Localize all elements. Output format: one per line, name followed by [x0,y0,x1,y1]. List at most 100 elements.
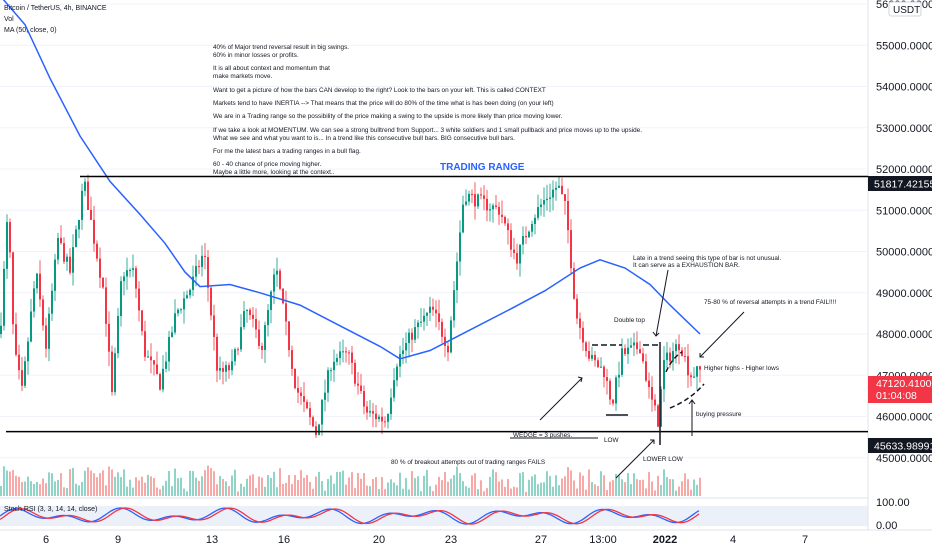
low-label: LOW [604,437,620,444]
volume-bar [237,491,239,496]
volume-bar [366,485,368,496]
candle-body [609,380,611,400]
volume-bar [450,478,452,496]
volume-bar [45,483,47,496]
volume-bar [531,476,533,496]
volume-bar [21,482,23,496]
volume-bar [81,482,83,496]
candle-body [378,416,380,420]
volume-bar [303,477,305,496]
candle-body [198,266,200,268]
higher-highs-curve [665,351,683,373]
candle-body [0,325,2,334]
analysis-line: Want to get a picture of how the bars CA… [213,87,546,94]
volume-bar [606,490,608,496]
volume-bar [681,481,683,496]
candle-body [357,383,359,386]
candle-body [648,380,650,388]
volume-bar [612,480,614,496]
y-tick-label: 49000.000000 [876,288,932,300]
candle-body [399,354,401,367]
candle-body [48,313,50,349]
volume-bar [243,486,245,496]
volume-bar [48,472,50,496]
volume-bar [687,479,689,496]
candle-body [51,290,53,314]
candle-body [171,332,173,337]
volume-bar [252,474,254,496]
volume-bar [99,473,101,496]
candle-body [690,375,692,378]
volume-bar [405,478,407,496]
candle-body [54,259,56,291]
volume-bar [174,468,176,496]
buying-pressure-label: buying pressure [696,411,742,418]
candle-body [249,309,251,315]
lower-low-label: LOWER LOW [643,456,684,463]
x-tick-label: 6 [43,534,49,546]
volume-bar [579,472,581,496]
volume-bar [12,470,14,496]
volume-bar [555,475,557,496]
analysis-line: For me the latest bars a trading ranges … [213,148,361,155]
candle-body [39,273,41,300]
volume-bar [468,487,470,496]
candle-body [564,194,566,201]
analysis-line: 40% of Major trend reversal result in bi… [213,44,349,51]
currency-button[interactable]: USDT [888,1,922,17]
candle-body [696,366,698,377]
candle-body [558,185,560,188]
candle-body [375,413,377,420]
candle-body [612,399,614,404]
candle-body [141,310,143,332]
volume-bar [87,467,89,496]
candle-body [120,281,122,317]
candle-body [462,204,464,233]
candle-body [291,350,293,369]
candle-body [45,325,47,349]
candle-body [279,270,281,289]
volume-bar [435,484,437,496]
candle-body [183,298,185,310]
volume-bar [102,470,104,496]
volume-bars [0,465,701,496]
volume-bar [42,478,44,496]
volume-bar [660,485,662,496]
currency-button-label: USDT [893,5,920,16]
candle-body [174,313,176,333]
candle-body [204,255,206,258]
volume-indicator-label: Vol [4,16,14,23]
volume-bar [141,476,143,496]
volume-bar [351,472,353,496]
candle-body [654,399,656,406]
candle-body [57,237,59,260]
volume-bar [54,481,56,496]
price-pane[interactable] [0,0,868,530]
volume-bar [279,468,281,496]
exhaustion-note-1: Late in a trend seeing this type of bar … [633,255,781,262]
candles [0,174,701,438]
candle-body [72,247,74,273]
volume-bar [267,475,269,496]
candle-body [318,424,320,436]
last-price-value: 47120.410000 [876,378,932,390]
candle-body [438,313,440,322]
wedge-arrowhead [577,376,583,383]
volume-bar [669,479,671,496]
volume-bar [129,479,131,496]
candle-body [327,370,329,393]
candle-body [693,376,695,378]
candle-body [117,316,119,354]
volume-bar [444,472,446,496]
volume-bar [72,467,74,496]
volume-bar [285,482,287,496]
candle-body [681,350,683,356]
volume-bar [666,477,668,496]
volume-bar [213,471,215,496]
reversal-arrowhead [699,353,704,358]
candle-body [549,197,551,199]
volume-bar [144,482,146,496]
candle-body [225,365,227,372]
candle-body [165,361,167,369]
